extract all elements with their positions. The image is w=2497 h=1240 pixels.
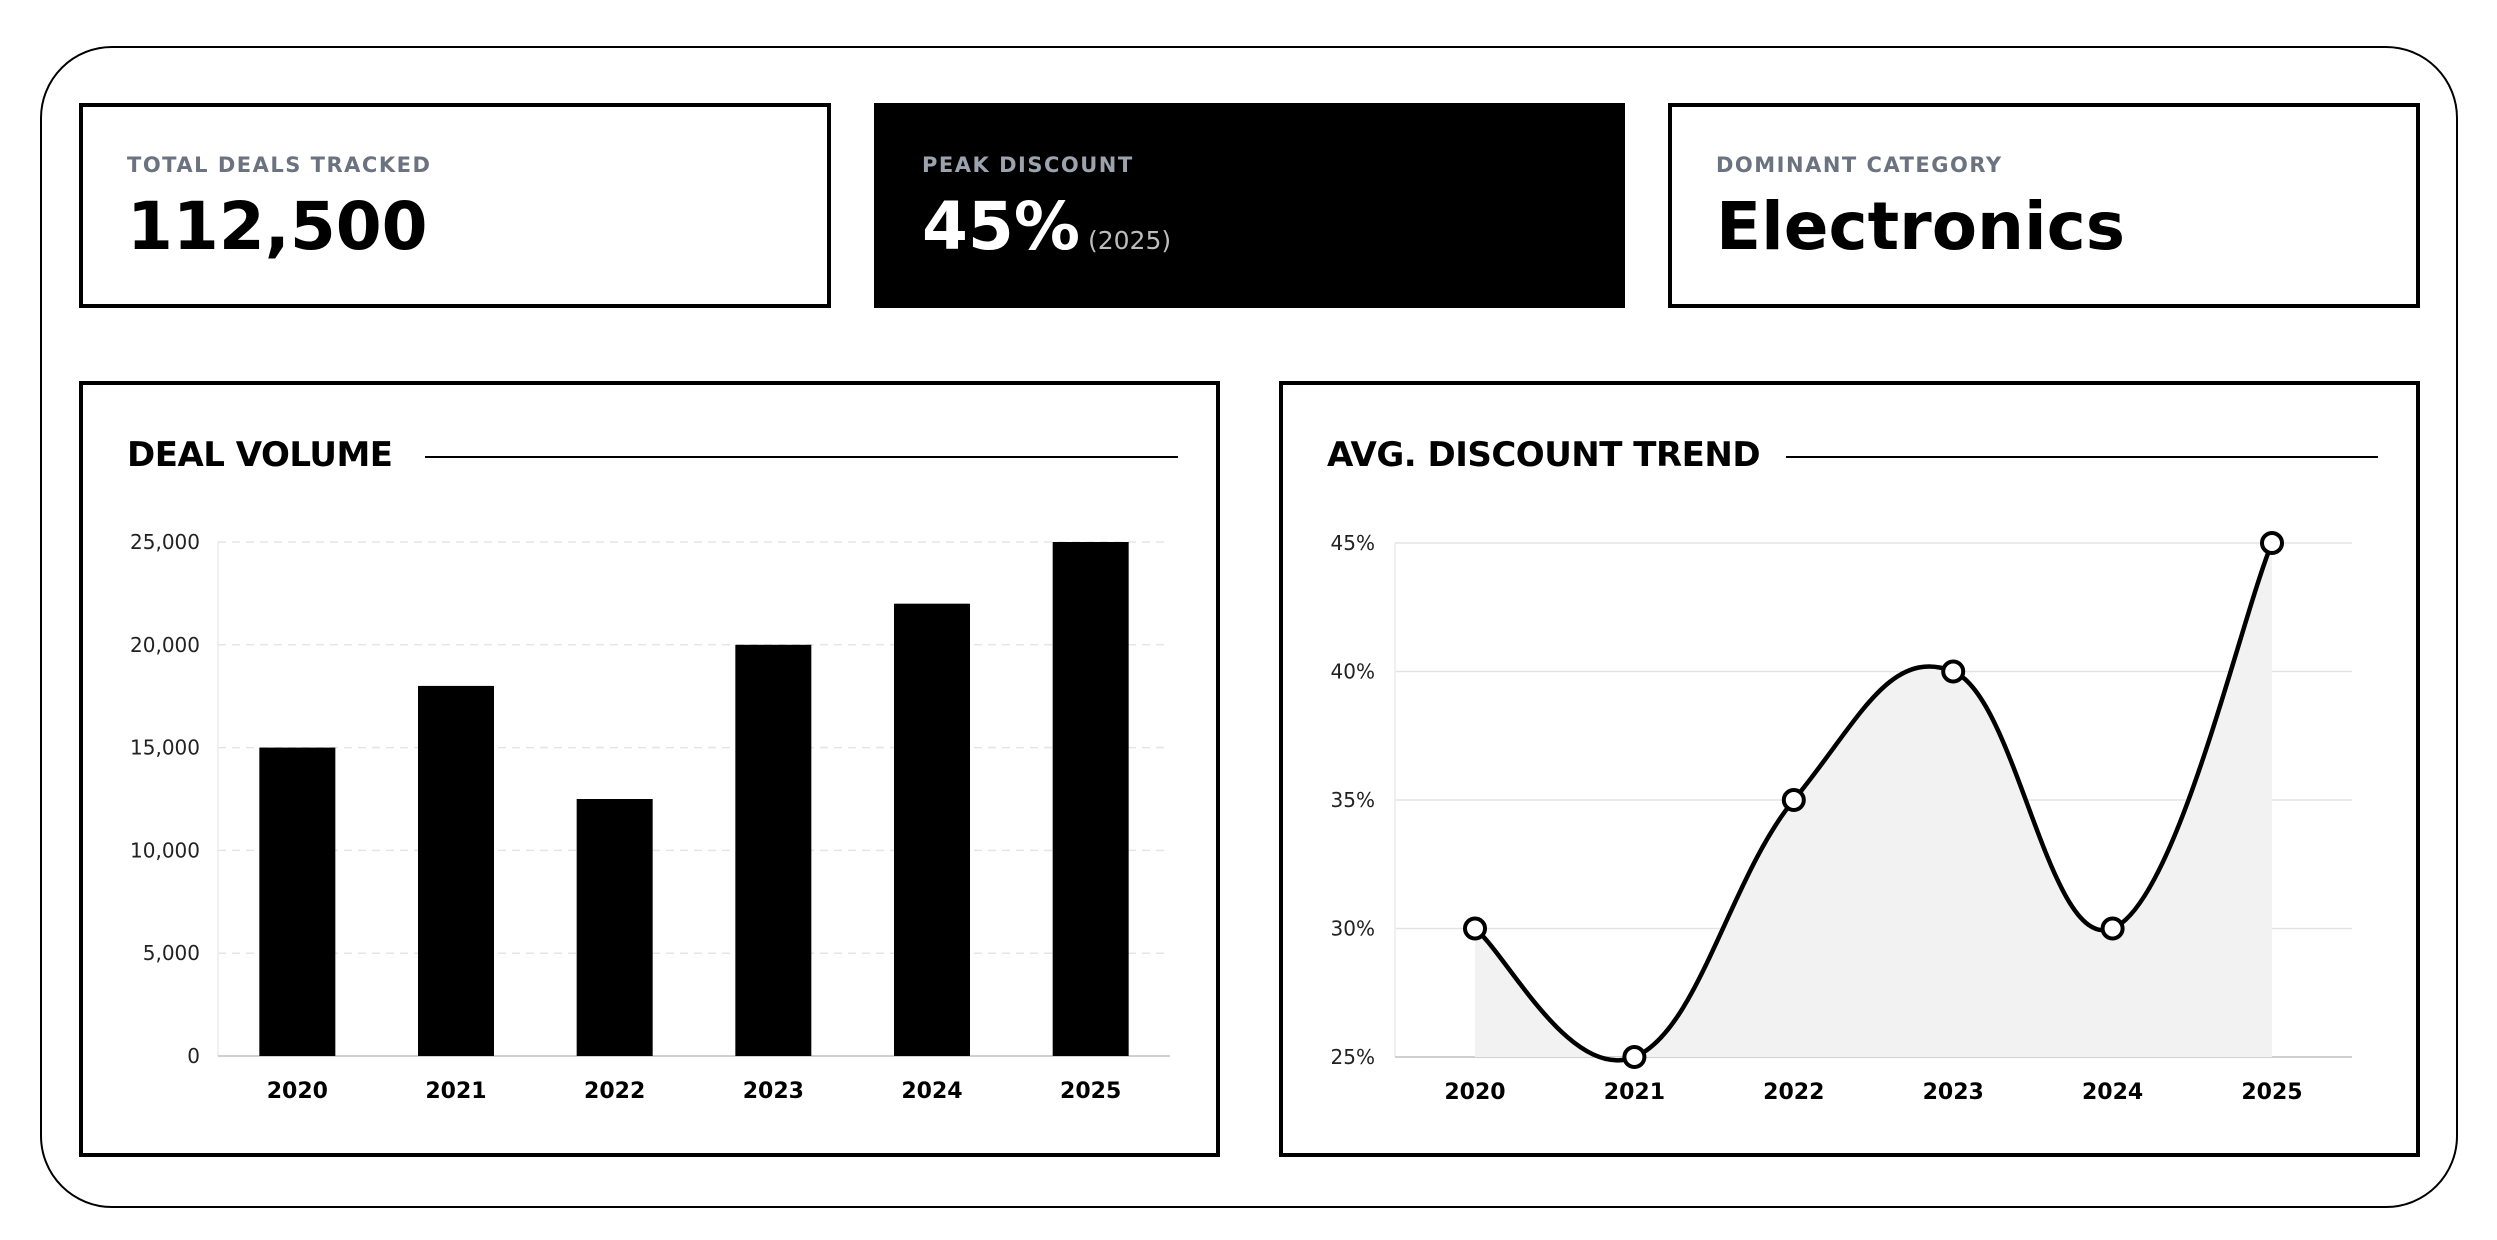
panel-title: DEAL VOLUME (127, 435, 393, 475)
data-point (1941, 659, 1966, 684)
x-tick-label: 2024 (2082, 1080, 2143, 1105)
y-tick-label: 15,000 (130, 736, 200, 760)
bar (894, 603, 970, 1056)
y-tick-label: 40% (1331, 660, 1375, 684)
y-tick-label: 30% (1331, 917, 1375, 941)
kpi-card-peak-discount: PEAK DISCOUNT 45% (2025) (874, 103, 1625, 308)
discount-trend-chart: 25% 30% 35% 40% 45% 2020 2021 2022 2023 2024 2025 (1331, 531, 2352, 1105)
bar (259, 747, 336, 1056)
x-tick-label: 2021 (425, 1079, 486, 1104)
y-tick-label: 10,000 (130, 838, 200, 862)
y-tick-label: 45% (1331, 531, 1375, 555)
kpi-value: 112,500 (127, 188, 428, 265)
y-tick-label: 0 (187, 1044, 200, 1068)
data-point (2260, 531, 2284, 555)
bar (735, 644, 812, 1056)
data-point (1463, 916, 1487, 941)
x-tick-label: 2023 (1923, 1080, 1984, 1105)
y-tick-label: 20,000 (130, 633, 200, 657)
x-tick-label: 2023 (743, 1079, 804, 1104)
kpi-value: 45% (922, 188, 1080, 265)
kpi-label: DOMINANT CATEGORY (1716, 153, 2003, 177)
bar (418, 685, 494, 1056)
kpi-label: TOTAL DEALS TRACKED (127, 153, 432, 177)
title-rule (425, 456, 1178, 458)
kpi-value-row: 45% (2025) (922, 189, 1171, 279)
kpi-value: Electronics (1716, 188, 2126, 265)
deal-volume-chart: 0 5,000 10,000 15,000 20,000 25,000 2020 2021 20… (130, 530, 1170, 1104)
area-fill (1475, 543, 2272, 1061)
y-tick-label: 5,000 (143, 941, 200, 965)
data-point (1781, 788, 1806, 812)
x-tick-label: 2020 (267, 1079, 328, 1104)
data-point (1622, 1045, 1647, 1069)
title-rule (1786, 456, 2378, 458)
bar (576, 799, 653, 1056)
x-tick-label: 2021 (1604, 1080, 1665, 1105)
x-tick-label: 2020 (1444, 1080, 1505, 1105)
x-tick-label: 2025 (2241, 1080, 2302, 1105)
kpi-note: (2025) (1087, 226, 1172, 255)
bar (1052, 542, 1129, 1056)
kpi-card-total-deals: TOTAL DEALS TRACKED 112,500 (79, 103, 831, 308)
kpi-card-dominant-category: DOMINANT CATEGORY Electronics (1668, 103, 2420, 308)
y-tick-label: 25% (1331, 1045, 1375, 1069)
y-tick-label: 25,000 (130, 530, 200, 554)
data-point (2100, 916, 2125, 941)
x-tick-label: 2022 (584, 1079, 645, 1104)
y-tick-label: 35% (1331, 788, 1375, 812)
kpi-label: PEAK DISCOUNT (922, 153, 1134, 177)
x-tick-label: 2025 (1060, 1079, 1121, 1104)
panel-title: AVG. DISCOUNT TREND (1327, 435, 1761, 475)
x-tick-label: 2022 (1763, 1080, 1824, 1105)
x-tick-label: 2024 (901, 1079, 962, 1104)
